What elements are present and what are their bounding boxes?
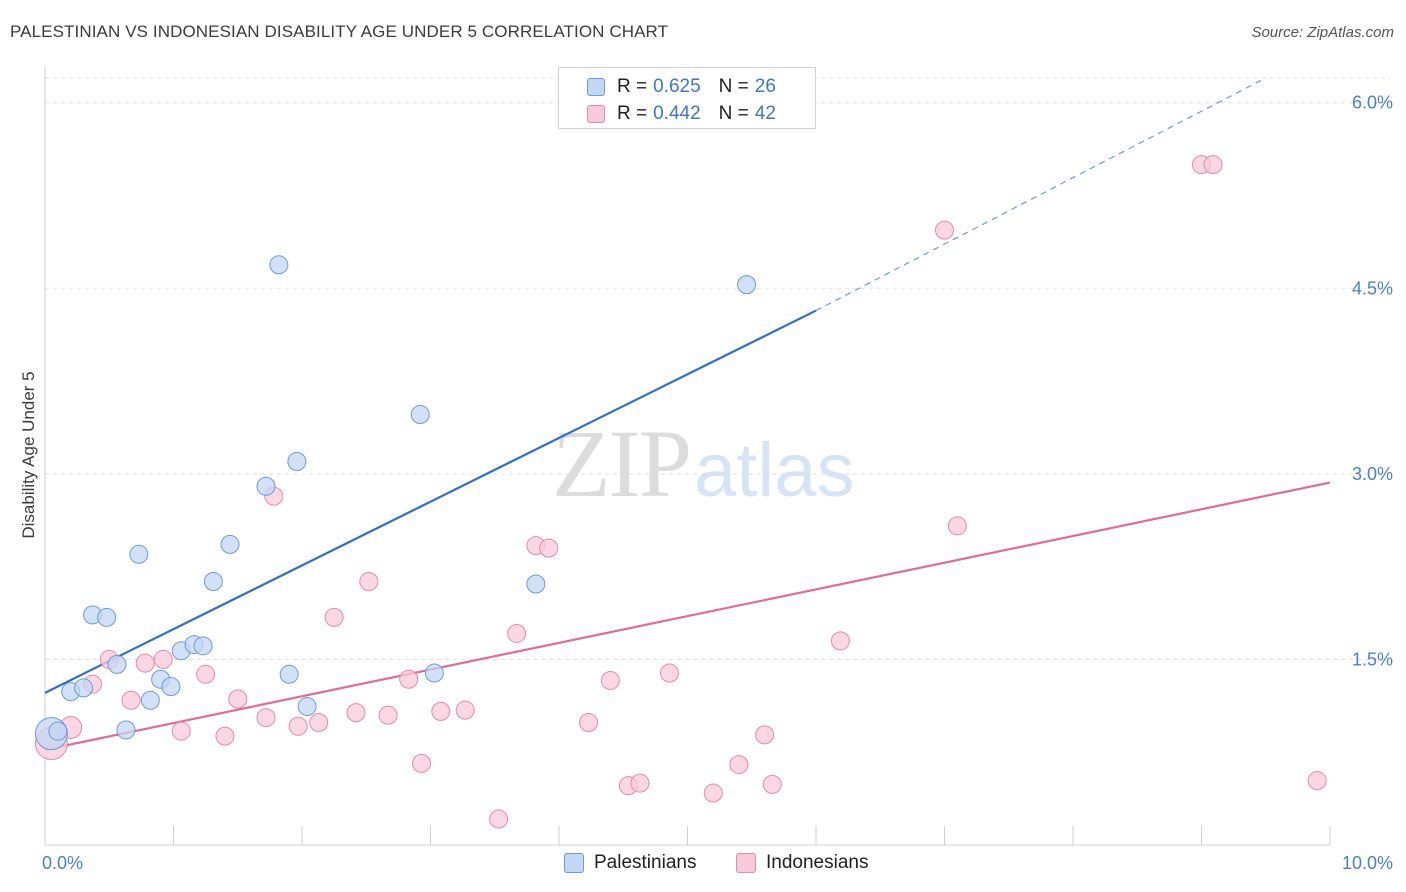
indonesians-point [228, 689, 248, 709]
legend-item-indonesians[interactable]: Indonesians [736, 852, 868, 874]
indonesians-point [309, 713, 329, 733]
indonesians-point [324, 607, 344, 627]
indonesians-point [489, 809, 509, 829]
indonesians-point [1203, 155, 1223, 175]
indonesians-point [378, 705, 398, 725]
x-tick-label: 0.0% [42, 853, 83, 873]
trend-lines [44, 77, 1331, 751]
legend-row-indonesians: R = 0.442 N = 42 [587, 102, 776, 126]
palestinians-point [74, 678, 94, 698]
palestinians-point [737, 275, 757, 295]
indonesians-point [600, 670, 620, 690]
indonesians-point [171, 721, 191, 741]
palestinians-point [48, 721, 68, 741]
indonesians-point [630, 773, 650, 793]
palestinians-point [297, 696, 317, 716]
indonesians-point [135, 653, 155, 673]
indonesians-point [215, 726, 235, 746]
chart-title: PALESTINIAN VS INDONESIAN DISABILITY AGE… [10, 22, 669, 41]
series-legend: Palestinians Indonesians [0, 852, 1406, 876]
palestinians-trend-extension [815, 77, 1267, 312]
palestinians-point [97, 607, 117, 627]
palestinians-point [287, 452, 307, 471]
indonesians-point [288, 716, 308, 736]
grid-lines [45, 77, 1390, 660]
palestinians-point [161, 677, 181, 697]
indonesians-point [346, 703, 366, 723]
palestinians-point [129, 544, 149, 564]
indonesians-point [947, 516, 967, 536]
legend-label: Palestinians [594, 852, 697, 873]
palestinians-point [107, 654, 127, 674]
y-tick-label: 3.0% [1352, 464, 1393, 484]
indonesians-point [660, 663, 680, 683]
indonesians-swatch [736, 853, 756, 873]
y-tick-label: 4.5% [1352, 278, 1393, 298]
indonesians-point [399, 669, 419, 689]
n-value: 26 [754, 76, 776, 97]
correlation-legend: R = 0.625 N = 26 R = 0.442 N = 42 [558, 67, 816, 129]
palestinians-swatch [564, 853, 584, 873]
palestinians-point [220, 534, 240, 554]
r-value: 0.625 [653, 76, 701, 97]
n-value: 42 [754, 103, 776, 124]
y-tick-label: 6.0% [1352, 93, 1393, 113]
r-label: R = [617, 103, 648, 124]
indonesians-point [256, 708, 276, 728]
indonesians-point [1307, 771, 1327, 791]
palestinians-point [279, 664, 299, 684]
indonesians-swatch [587, 105, 605, 123]
indonesians-point [935, 220, 954, 240]
palestinians-point [116, 720, 136, 740]
indonesians-point [412, 753, 432, 773]
palestinians-point [424, 663, 444, 683]
indonesians-point [507, 623, 527, 643]
palestinians-point [410, 404, 430, 424]
indonesians-point [359, 571, 379, 591]
y-tick-label: 1.5% [1352, 649, 1393, 669]
n-label: N = [718, 76, 749, 97]
indonesians-trend-line [44, 481, 1331, 751]
palestinians-point [193, 636, 213, 656]
indonesians-point [431, 701, 451, 721]
indonesians-point [121, 690, 141, 710]
y-axis-label: Disability Age Under 5 [19, 371, 38, 538]
legend-item-palestinians[interactable]: Palestinians [564, 852, 696, 874]
tick-labels: 1.5% 3.0% 4.5% 6.0% 0.0% 10.0% Disability Age … [19, 93, 1393, 873]
r-label: R = [617, 76, 648, 97]
palestinians-point [269, 255, 289, 275]
indonesians-point [755, 725, 775, 745]
r-value: 0.442 [653, 103, 701, 124]
indonesians-point [830, 631, 850, 651]
indonesians-point [455, 700, 475, 720]
x-tick-label: 10.0% [1342, 853, 1393, 873]
palestinians-point [256, 476, 276, 496]
indonesians-point [196, 664, 216, 684]
legend-row-palestinians: R = 0.625 N = 26 [587, 75, 776, 99]
palestinians-point [203, 571, 223, 591]
indonesians-point [539, 538, 559, 558]
data-points [34, 155, 1327, 829]
source-label: Source: ZipAtlas.com [1251, 24, 1394, 41]
palestinians-point [140, 690, 160, 710]
palestinians-swatch [587, 78, 605, 96]
indonesians-point [153, 649, 173, 669]
n-label: N = [718, 103, 749, 124]
axes [44, 66, 1331, 846]
palestinians-point [526, 574, 546, 594]
indonesians-point [729, 755, 749, 775]
indonesians-point [762, 774, 782, 794]
palestinians-trend-line [44, 309, 817, 694]
indonesians-point [579, 713, 599, 733]
indonesians-point [703, 783, 723, 803]
legend-label: Indonesians [766, 852, 869, 873]
